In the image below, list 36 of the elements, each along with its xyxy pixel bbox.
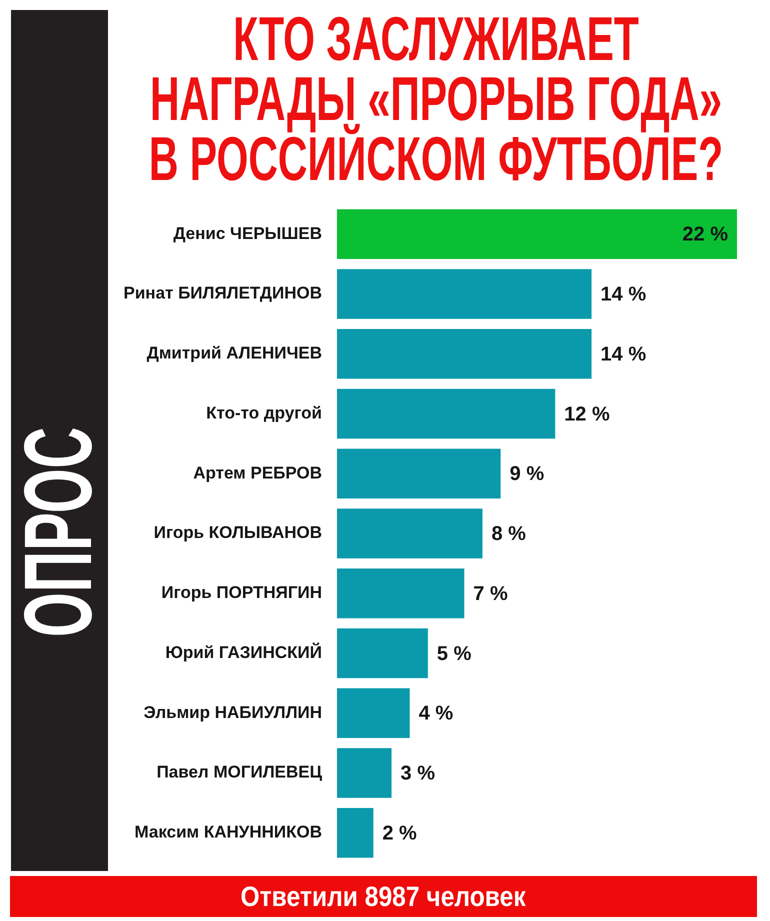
data-label: 7 % [473,582,508,605]
data-label: 5 % [436,642,472,665]
data-label: 3 % [400,762,436,785]
data-label: 14 % [600,343,646,366]
y-tick-label: Ринат БИЛЯЛЕТДИНОВ [124,284,322,303]
data-label: 8 % [491,523,526,546]
y-tick-label: Дмитрий АЛЕНИЧЕВ [146,344,322,363]
y-tick-label: Артем РЕБРОВ [193,463,322,482]
bar [337,508,482,558]
data-label: 12 % [564,403,610,426]
data-label: 4 % [418,702,454,725]
y-tick-label: Денис ЧЕРЫШЕВ [173,224,322,243]
bar [337,688,410,738]
data-label: 22 % [682,224,728,246]
bar [337,329,592,379]
y-tick-label: Игорь КОЛЫВАНОВ [154,523,322,542]
bar [337,808,374,858]
bar [337,748,392,798]
data-label: 9 % [510,463,544,486]
y-tick-label: Павел МОГИЛЕВЕЦ [156,762,323,782]
data-label: 2 % [382,822,418,844]
y-tick-label: Кто-то другой [206,403,322,422]
text: ОПРОС [5,426,112,638]
y-tick-label: Максим КАНУННИКОВ [134,822,322,842]
data-label: 14 % [600,284,646,306]
y-tick-label: Эльмир НАБИУЛЛИН [144,702,322,722]
bar [337,388,556,439]
bar [337,269,592,319]
y-tick-label: Юрий ГАЗИНСКИЙ [165,642,322,662]
y-tick-label: Игорь ПОРТНЯГИН [161,583,322,602]
bar [337,568,464,618]
bar [337,448,501,498]
chart-title: КТО ЗАСЛУЖИВАЕТ НАГРАДЫ «ПРОРЫВ ГОДА» В РОССИЙСКОМ ФУТБОЛЕ? [148,5,724,194]
bar [337,209,737,259]
footer-banner: Ответили 8987 человек [10,876,757,917]
bar [337,628,428,678]
